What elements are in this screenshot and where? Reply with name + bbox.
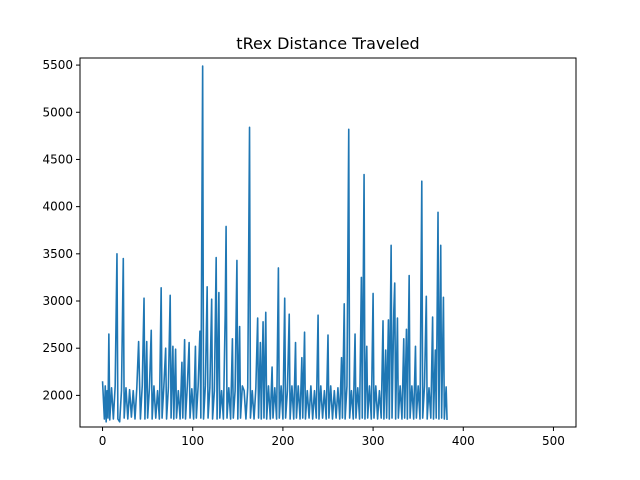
- y-tick-label: 2000: [42, 388, 73, 402]
- y-tick-label: 3000: [42, 294, 73, 308]
- x-tick-label: 300: [362, 434, 385, 448]
- axes-frame: [79, 57, 577, 428]
- x-axis: 0 100 200 300 400 500: [99, 427, 565, 448]
- x-tick-label: 100: [181, 434, 204, 448]
- y-tick-label: 5500: [42, 58, 73, 72]
- series-line-0: [101, 65, 448, 423]
- x-tick-label: 0: [99, 434, 107, 448]
- y-tick-label: 5000: [42, 105, 73, 119]
- y-tick-label: 4000: [42, 200, 73, 214]
- y-tick-label: 3500: [42, 247, 73, 261]
- y-axis: 2000 2500 3000 3500 4000 4500 5000 5500: [42, 58, 80, 402]
- chart-title: tRex Distance Traveled: [236, 34, 419, 53]
- x-tick-label: 500: [542, 434, 565, 448]
- y-tick-label: 2500: [42, 341, 73, 355]
- x-tick-label: 200: [271, 434, 294, 448]
- y-tick-label: 4500: [42, 152, 73, 166]
- x-tick-label: 400: [452, 434, 475, 448]
- plot-area: [101, 65, 448, 423]
